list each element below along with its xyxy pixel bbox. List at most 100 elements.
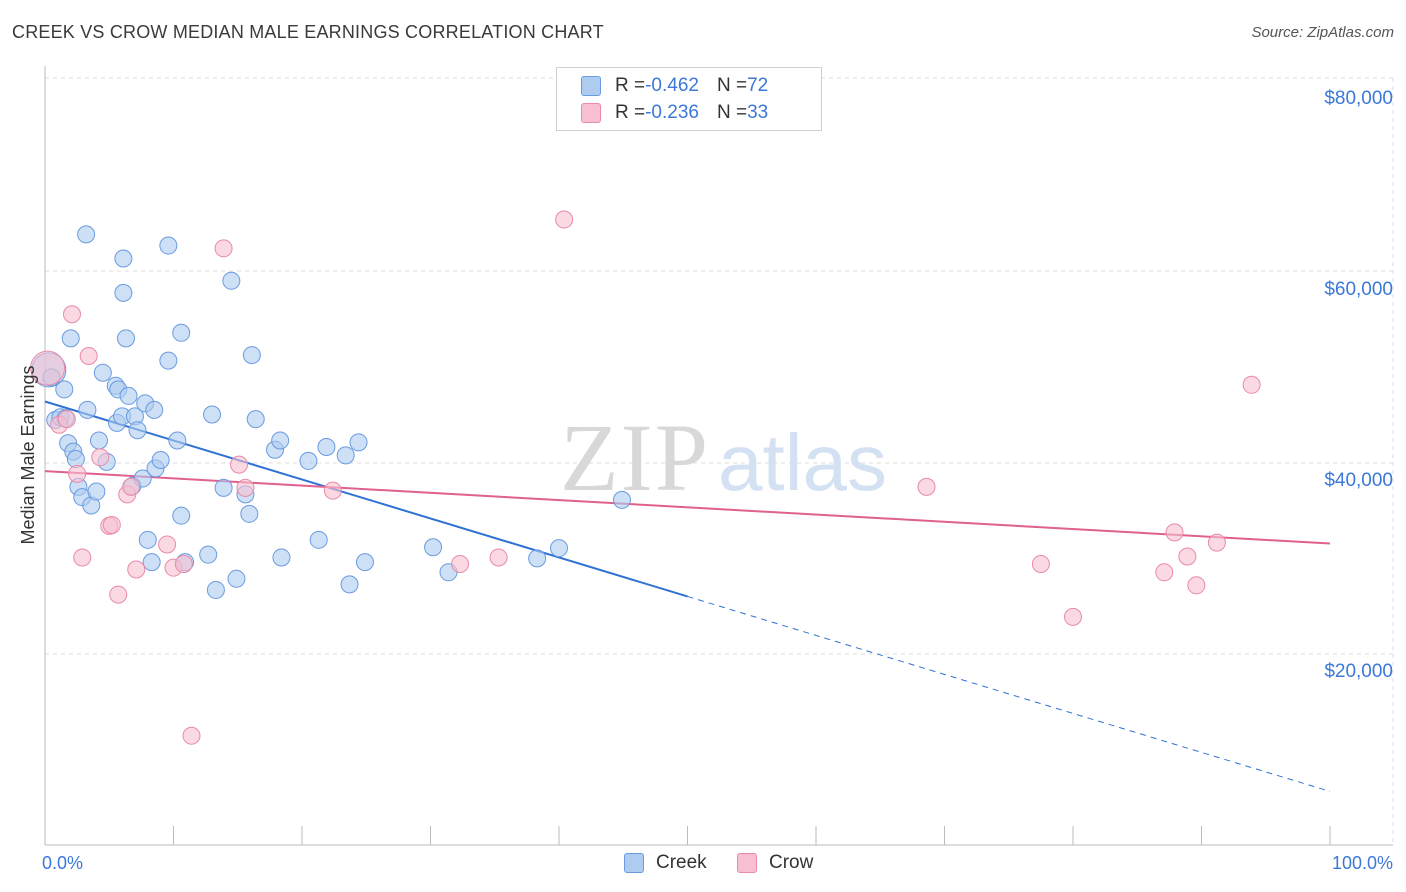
creek-point [119,386,138,405]
y-tick-label: $60,000 [1324,279,1393,300]
creek-swatch [581,76,601,96]
watermark-zip: ZIP [560,404,710,511]
crow-point [1187,576,1206,595]
legend-row-crow: R = -0.236 N = 33 [581,100,768,126]
creek-trend-line [44,400,688,598]
creek-point [114,249,133,268]
crow-point [1178,547,1197,566]
creek-point [142,553,161,572]
trend-lines [44,400,1331,792]
creek-point [612,490,631,509]
axes [44,66,1393,846]
creek-point [227,569,246,588]
creek-n-value: 72 [747,75,769,96]
bottom-legend-creek[interactable]: Creek [624,852,707,874]
creek-r-label: R = [615,75,646,96]
creek-point [349,433,368,452]
crow-point [555,210,574,229]
creek-point [145,400,164,419]
watermark-atlas: atlas [718,418,887,507]
creek-point [128,421,147,440]
creek-point [87,482,106,501]
creek-point [317,437,336,456]
crow-point [57,410,76,429]
crow-point [1064,607,1082,626]
creek-point [203,405,222,424]
creek-point [55,380,74,399]
watermark: ZIP atlas [560,404,887,511]
creek-point [61,329,80,348]
crow-trend-line [44,470,1331,545]
creek-point [138,530,157,549]
x-tick-label: 0.0% [42,853,83,873]
crow-point [68,464,87,483]
creek-point [172,323,191,342]
crow-point [73,548,92,567]
creek-point [299,451,318,470]
legend-row-creek: R = -0.462 N = 72 [581,73,768,99]
crow-legend-label: Crow [769,852,814,873]
crow-point [214,239,233,258]
crow-point [236,478,255,497]
creek-point [159,236,178,255]
y-tick-label: $80,000 [1324,88,1393,109]
creek-point [116,329,135,348]
creek-point [77,225,96,244]
bottom-legend-crow[interactable]: Crow [737,852,813,874]
crow-point [1155,563,1174,582]
crow-r-value: -0.236 [645,102,699,123]
creek-point [424,538,443,557]
crow-point [158,535,177,554]
y-axis-label: Median Male Earnings [18,365,38,544]
crow-legend-swatch [737,853,757,873]
creek-legend-swatch [624,853,644,873]
creek-point [93,363,112,382]
crow-point [1031,554,1050,573]
crow-point [102,515,121,534]
crow-point [174,554,193,573]
stats-legend: R = -0.462 N = 72 R = -0.236 N = 33 [556,67,822,131]
creek-point [240,504,259,523]
crow-point [323,481,342,500]
creek-point [199,545,218,564]
creek-point [172,506,191,525]
crow-point [230,455,249,474]
creek-point [222,271,241,290]
crow-point [62,305,81,324]
crow-point [489,548,508,567]
crow-point [917,477,936,496]
crow-r-label: R = [615,102,646,123]
creek-point [271,431,290,450]
creek-point [89,431,108,450]
creek-point [340,575,359,594]
creek-r-value: -0.462 [645,75,699,96]
creek-point [159,351,178,370]
tick-labels: $80,000 $60,000 $40,000 $20,000 0.0% 100.0% [42,88,1393,873]
y-tick-label: $40,000 [1324,470,1393,491]
crow-point [91,448,110,467]
crow-n-value: 33 [747,102,769,123]
creek-point [246,410,265,429]
creek-point [214,478,233,497]
creek-point [114,283,133,302]
creek-point [168,431,187,450]
source-label: Source: ZipAtlas.com [1251,24,1394,41]
crow-point [30,350,66,386]
crow-swatch [581,103,601,123]
crow-point [1242,375,1261,394]
crow-point [182,726,201,745]
crow-point [109,585,128,604]
y-tick-label: $20,000 [1324,661,1393,682]
creek-point [528,549,547,568]
crow-point [127,560,146,579]
crow-n-label: N = [716,102,748,123]
creek-point [550,539,568,558]
creek-legend-label: Creek [656,852,707,873]
x-tick-label: 100.0% [1332,853,1393,873]
crow-point [1165,523,1184,542]
chart-title: CREEK VS CROW MEDIAN MALE EARNINGS CORRE… [12,22,604,42]
creek-point [336,446,355,465]
creek-point [151,450,170,469]
creek-point [78,400,97,419]
